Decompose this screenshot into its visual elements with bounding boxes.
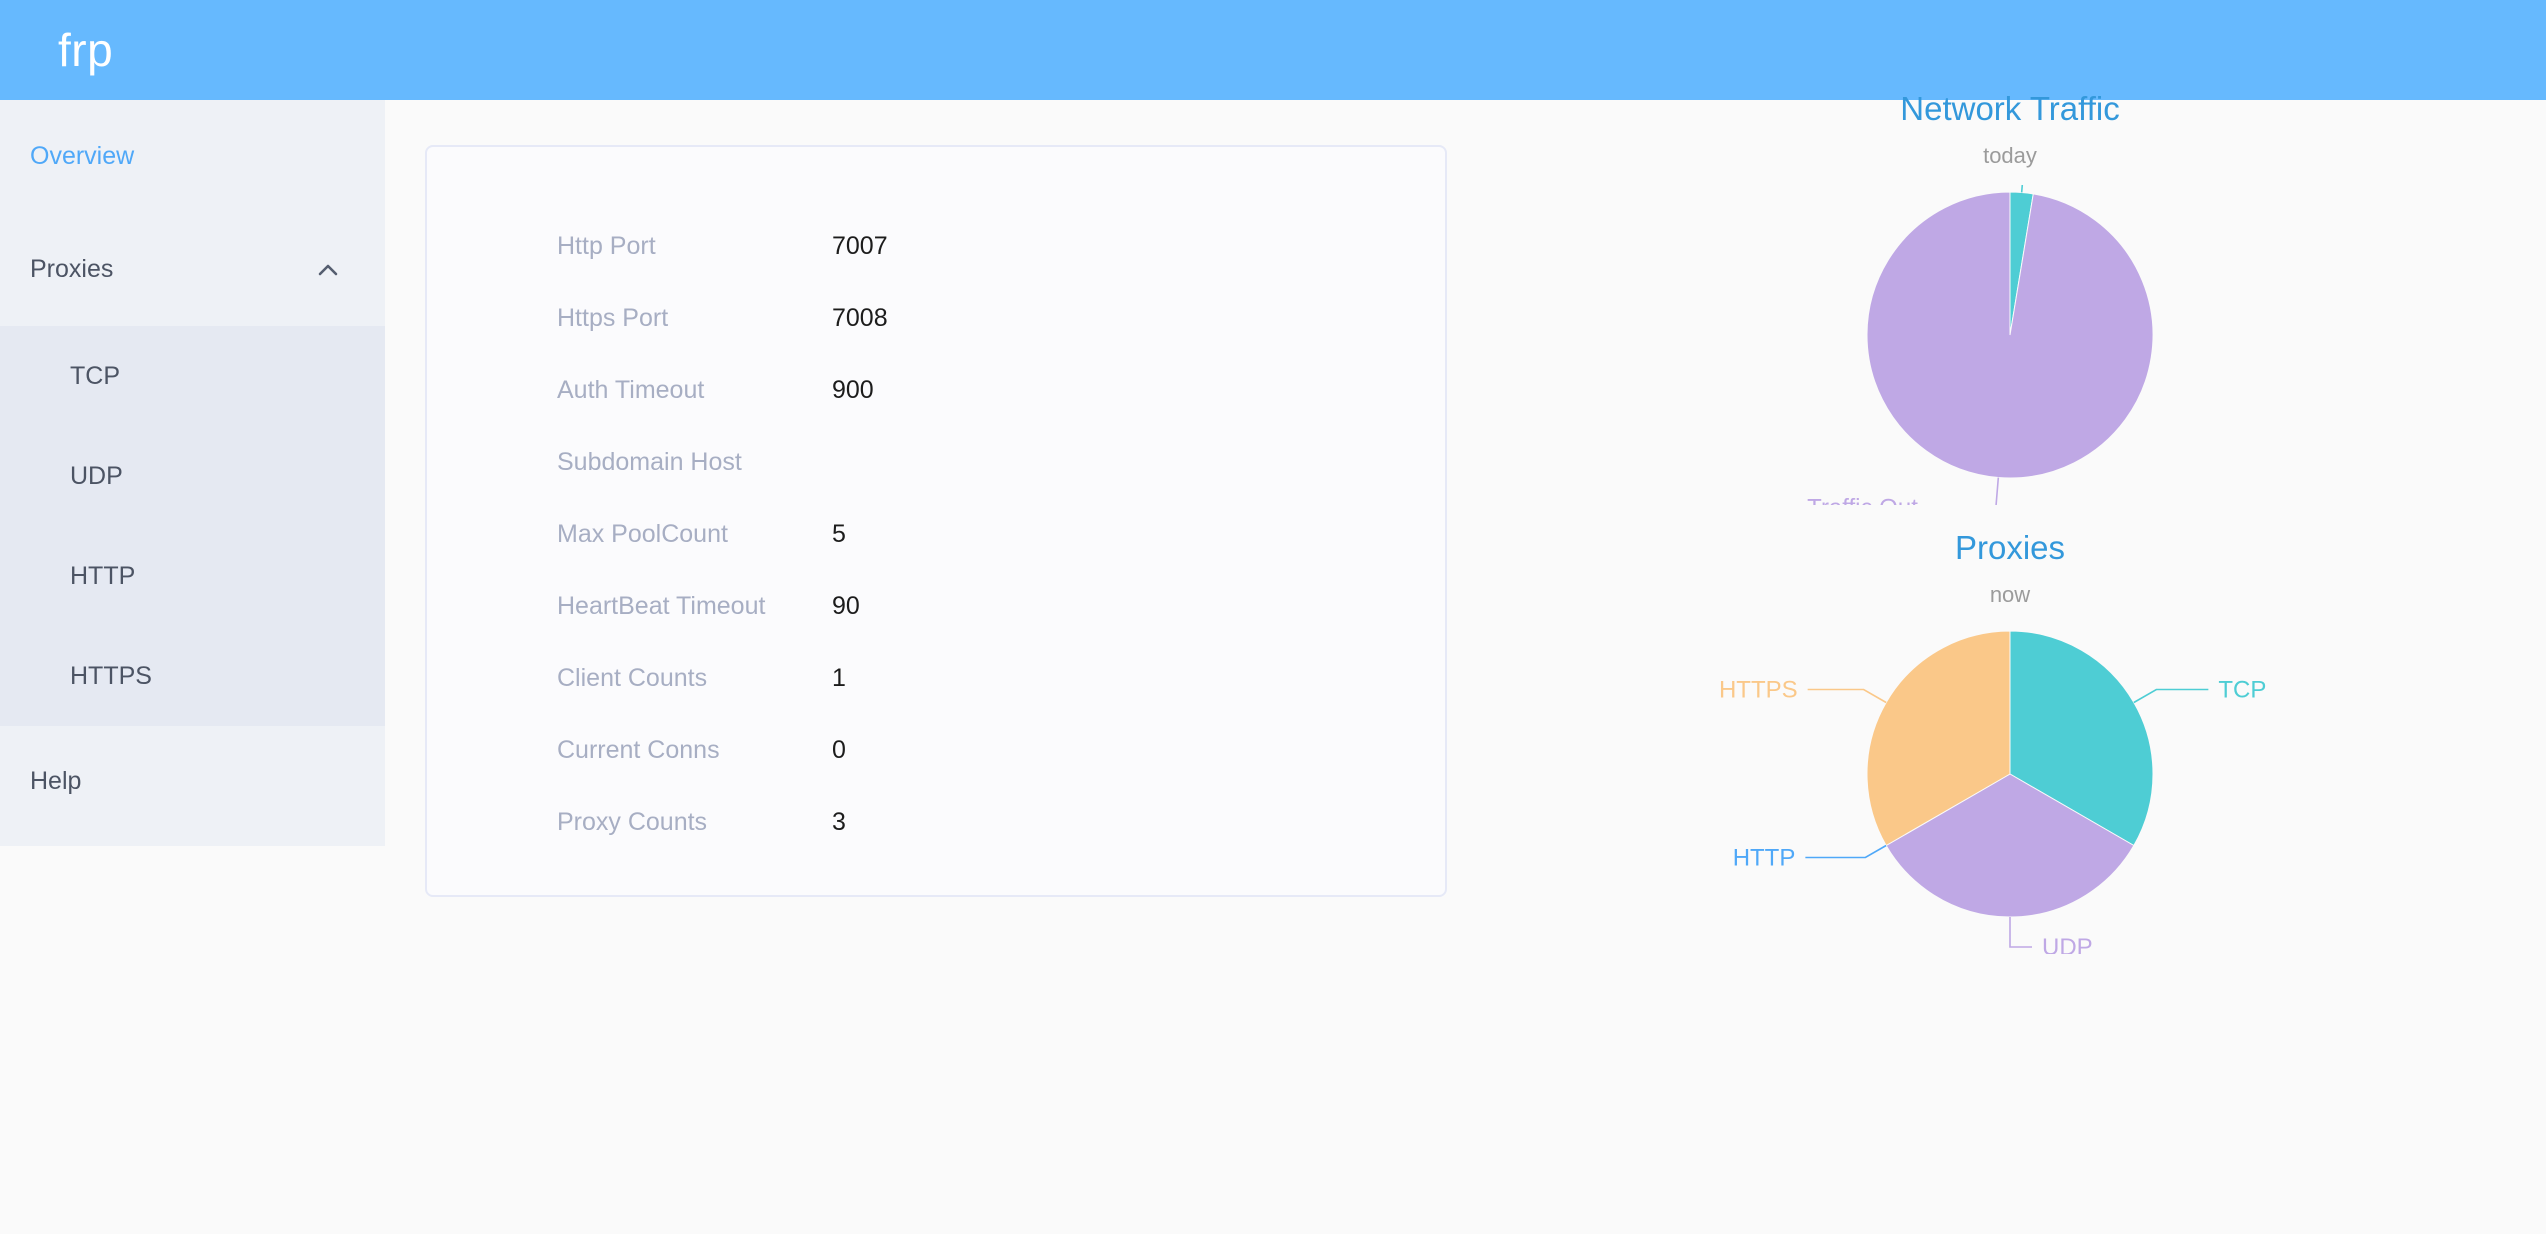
table-row: Https Port 7008 bbox=[427, 282, 1445, 354]
info-label-proxy-counts: Proxy Counts bbox=[557, 807, 708, 836]
sidebar-item-proxies[interactable]: Proxies bbox=[0, 213, 385, 326]
sidebar-item-overview[interactable]: Overview bbox=[0, 100, 385, 213]
info-label-current-conns: Current Conns bbox=[557, 735, 720, 764]
brand-logo: frp bbox=[58, 24, 114, 76]
proxies-pie[interactable]: TCP UDP HTTP HTTPS bbox=[1485, 624, 2535, 954]
info-value-max-poolcount: 5 bbox=[832, 519, 846, 548]
svg-text:HTTP: HTTP bbox=[1733, 845, 1796, 872]
info-label-subdomain-host: Subdomain Host bbox=[557, 447, 742, 476]
server-info-card: Http Port 7007 Https Port 7008 Auth Time… bbox=[425, 145, 1447, 897]
network-traffic-chart: Network Traffic today Traffic InTraffic … bbox=[1485, 92, 2535, 505]
charts-column: Network Traffic today Traffic InTraffic … bbox=[1485, 92, 2535, 1234]
svg-text:UDP: UDP bbox=[2042, 934, 2093, 954]
sidebar-item-overview-label: Overview bbox=[30, 142, 135, 170]
info-value-heartbeat-timeout: 90 bbox=[832, 591, 860, 620]
sidebar-submenu-proxies: TCP UDP HTTP HTTPS bbox=[0, 326, 385, 726]
info-value-http-port: 7007 bbox=[832, 231, 888, 260]
svg-text:Traffic Out: Traffic Out bbox=[1807, 494, 1918, 505]
proxies-title: Proxies bbox=[1954, 529, 2066, 566]
info-label-max-poolcount: Max PoolCount bbox=[557, 519, 728, 548]
sidebar-item-tcp-label: TCP bbox=[70, 361, 120, 390]
network-traffic-pie[interactable]: Traffic InTraffic Out bbox=[1485, 185, 2535, 505]
info-value-proxy-counts: 3 bbox=[832, 807, 846, 836]
table-row: Max PoolCount 5 bbox=[427, 498, 1445, 570]
proxies-chart: Proxies now TCP UDP HTTP HTTPS bbox=[1485, 531, 2535, 954]
info-label-client-counts: Client Counts bbox=[557, 663, 708, 692]
app-header: frp bbox=[0, 0, 2546, 100]
sidebar-item-proxies-label: Proxies bbox=[30, 255, 114, 283]
table-row: Current Conns 0 bbox=[427, 714, 1445, 786]
svg-text:TCP: TCP bbox=[2218, 677, 2266, 704]
info-value-https-port: 7008 bbox=[832, 303, 888, 332]
info-label-http-port: Http Port bbox=[557, 231, 656, 260]
svg-text:HTTPS: HTTPS bbox=[1719, 677, 1798, 704]
info-value-current-conns: 0 bbox=[832, 735, 846, 764]
info-value-auth-timeout: 900 bbox=[832, 375, 874, 404]
main-content: Http Port 7007 Https Port 7008 Auth Time… bbox=[385, 92, 2546, 1234]
table-row: Subdomain Host bbox=[427, 426, 1445, 498]
sidebar: Overview Proxies TCP UDP HTTP HTTPS bbox=[0, 100, 385, 846]
sidebar-item-http[interactable]: HTTP bbox=[0, 526, 385, 626]
sidebar-item-udp[interactable]: UDP bbox=[0, 426, 385, 526]
server-info-table: Http Port 7007 Https Port 7008 Auth Time… bbox=[427, 210, 1445, 858]
info-label-heartbeat-timeout: HeartBeat Timeout bbox=[557, 591, 766, 620]
info-label-https-port: Https Port bbox=[557, 303, 669, 332]
network-traffic-subtitle: today bbox=[1983, 143, 2037, 168]
sidebar-item-help-label: Help bbox=[30, 766, 82, 795]
sidebar-item-http-label: HTTP bbox=[70, 561, 136, 590]
info-value-client-counts: 1 bbox=[832, 663, 846, 692]
chevron-up-icon[interactable] bbox=[313, 255, 343, 285]
sidebar-item-https-label: HTTPS bbox=[70, 661, 152, 690]
table-row: Auth Timeout 900 bbox=[427, 354, 1445, 426]
table-row: Http Port 7007 bbox=[427, 210, 1445, 282]
sidebar-item-udp-label: UDP bbox=[70, 461, 123, 490]
table-row: HeartBeat Timeout 90 bbox=[427, 570, 1445, 642]
network-traffic-title: Network Traffic bbox=[1900, 90, 2120, 127]
sidebar-item-tcp[interactable]: TCP bbox=[0, 326, 385, 426]
sidebar-item-help[interactable]: Help bbox=[0, 726, 385, 836]
info-label-auth-timeout: Auth Timeout bbox=[557, 375, 705, 404]
table-row: Client Counts 1 bbox=[427, 642, 1445, 714]
sidebar-item-https[interactable]: HTTPS bbox=[0, 626, 385, 726]
proxies-subtitle: now bbox=[1989, 582, 2031, 607]
table-row: Proxy Counts 3 bbox=[427, 786, 1445, 858]
